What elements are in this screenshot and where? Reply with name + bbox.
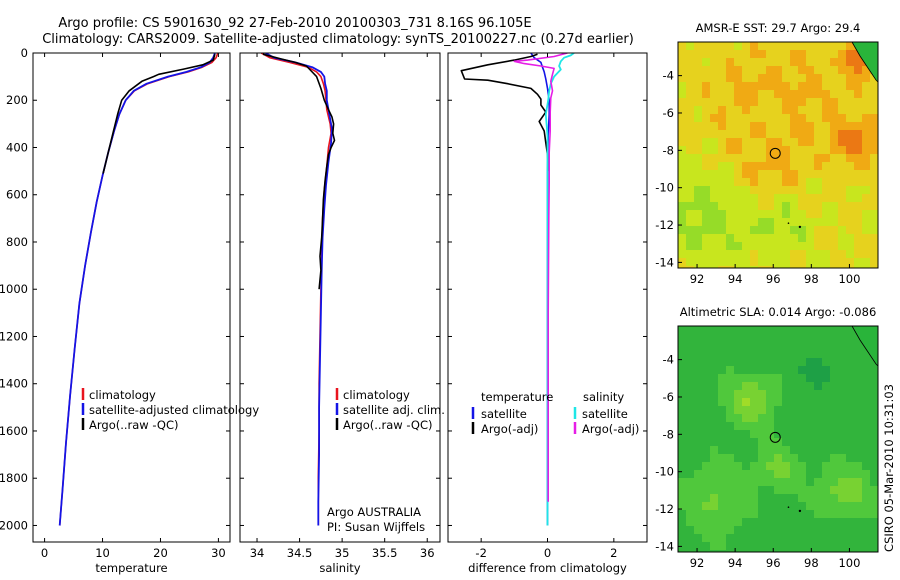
sla-map-title: Altimetric SLA: 0.014 Argo: -0.086 xyxy=(680,305,877,319)
sst-map-field xyxy=(678,42,879,269)
difference-legend-label: Argo(-adj) xyxy=(582,422,639,436)
owner-annotation: Argo AUSTRALIA xyxy=(327,505,421,519)
sla-map-ytick-label: -8 xyxy=(663,427,674,441)
pi-annotation: PI: Susan Wijffels xyxy=(327,520,425,534)
temperature-legend-label: satellite-adjusted climatology xyxy=(89,403,259,417)
sst-map-xtick-label: 94 xyxy=(728,272,743,286)
salinity-plot-frame xyxy=(239,52,441,543)
temperature-ytick-label: 1000 xyxy=(0,282,28,296)
difference-legend-label: satellite xyxy=(582,407,628,421)
sla-map-island xyxy=(787,506,790,508)
temperature-ytick-label: 200 xyxy=(6,93,28,107)
temperature-ytick-label: 1600 xyxy=(0,424,28,438)
sla-map-xtick-label: 94 xyxy=(728,556,743,570)
sst-map-ytick-label: -12 xyxy=(655,218,674,232)
temperature-xtick-label: 10 xyxy=(95,546,110,560)
sst-map-ytick-label: -6 xyxy=(663,106,674,120)
temperature-ytick-label: 1800 xyxy=(0,471,28,485)
temperature-xtick-label: 20 xyxy=(153,546,168,560)
temperature-ytick-label: 0 xyxy=(21,46,28,60)
temperature-ytick-label: 600 xyxy=(6,188,28,202)
salinity-xtick-label: 34 xyxy=(250,546,265,560)
sla-map-xtick-label: 96 xyxy=(766,556,781,570)
figure-title-line-1: Argo profile: CS 5901630_92 27-Feb-2010 … xyxy=(58,16,531,31)
sst-map-xtick-label: 98 xyxy=(804,272,819,286)
temperature-legend-label: Argo(..raw -QC) xyxy=(89,418,179,432)
sst-map-island xyxy=(787,222,790,224)
creation-stamp: CSIRO 05-Mar-2010 10:31:03 xyxy=(882,384,896,552)
salinity-xtick-label: 35 xyxy=(335,546,350,560)
figure-title-line-2: Climatology: CARS2009. Satellite-adjuste… xyxy=(42,32,634,47)
temperature-ytick-label: 1400 xyxy=(0,377,28,391)
sst-map-xtick-label: 100 xyxy=(838,272,860,286)
temperature-series-1 xyxy=(58,53,216,526)
sst-map-ytick-label: -8 xyxy=(663,143,674,157)
salinity-series-2 xyxy=(262,53,336,290)
temperature-xtick-label: 0 xyxy=(41,546,48,560)
temperature-plot-frame xyxy=(32,52,231,543)
salinity-series-1 xyxy=(265,53,333,526)
sla-map-xtick-label: 98 xyxy=(804,556,819,570)
difference-series-2 xyxy=(544,53,575,526)
salinity-xtick-label: 35.5 xyxy=(372,546,398,560)
difference-legend-label: satellite xyxy=(481,407,527,421)
sst-map-ytick-label: -10 xyxy=(655,181,674,195)
sla-map-argo-marker xyxy=(769,431,781,443)
sla-map-ytick-label: -10 xyxy=(655,465,674,479)
temperature-ytick-label: 800 xyxy=(6,235,28,249)
difference-xlabel: difference from climatology xyxy=(468,561,627,575)
difference-xtick-label: -2 xyxy=(475,546,486,560)
salinity-xtick-label: 34.5 xyxy=(287,546,313,560)
temperature-ytick-label: 2000 xyxy=(0,518,28,532)
sst-map-island xyxy=(798,225,802,229)
salinity-legend-label: satellite adj. clim. xyxy=(343,403,445,417)
legend-header-salinity: salinity xyxy=(583,390,624,404)
sla-map-island xyxy=(798,509,802,513)
difference-legend-label: Argo(-adj) xyxy=(481,422,538,436)
sst-map-argo-marker xyxy=(769,147,781,159)
temperature-xtick-label: 30 xyxy=(211,546,226,560)
difference-xtick-label: 2 xyxy=(610,546,617,560)
sst-map-ytick-label: -14 xyxy=(655,255,674,269)
sla-map-ytick-label: -12 xyxy=(655,502,674,516)
temperature-series-0 xyxy=(58,53,219,526)
temperature-ytick-label: 400 xyxy=(6,140,28,154)
difference-xtick-label: 0 xyxy=(544,546,551,560)
difference-series-3 xyxy=(513,53,568,502)
salinity-xlabel: salinity xyxy=(319,561,360,575)
temperature-ytick-label: 1200 xyxy=(0,329,28,343)
sla-map-xtick-label: 100 xyxy=(838,556,860,570)
difference-series-1 xyxy=(460,53,550,172)
temperature-xlabel: temperature xyxy=(95,561,167,575)
sla-map-ytick-label: -14 xyxy=(655,539,674,553)
salinity-legend-label: Argo(..raw -QC) xyxy=(343,418,433,432)
salinity-xtick-label: 36 xyxy=(420,546,435,560)
sst-map-xtick-label: 96 xyxy=(766,272,781,286)
sst-map-frame xyxy=(677,41,879,269)
sla-map-xtick-label: 92 xyxy=(690,556,705,570)
temperature-legend-label: climatology xyxy=(89,388,156,402)
legend-header-temperature: temperature xyxy=(481,390,553,404)
salinity-legend-label: climatology xyxy=(343,388,410,402)
temperature-series-2 xyxy=(102,53,216,174)
sla-map-ytick-label: -6 xyxy=(663,390,674,404)
sst-map-ytick-label: -4 xyxy=(663,69,674,83)
sla-map-frame xyxy=(677,325,879,553)
sla-map-field xyxy=(678,326,879,553)
sla-map-ytick-label: -4 xyxy=(663,353,674,367)
sst-map-xtick-label: 92 xyxy=(690,272,705,286)
sst-map-title: AMSR-E SST: 29.7 Argo: 29.4 xyxy=(696,21,861,35)
